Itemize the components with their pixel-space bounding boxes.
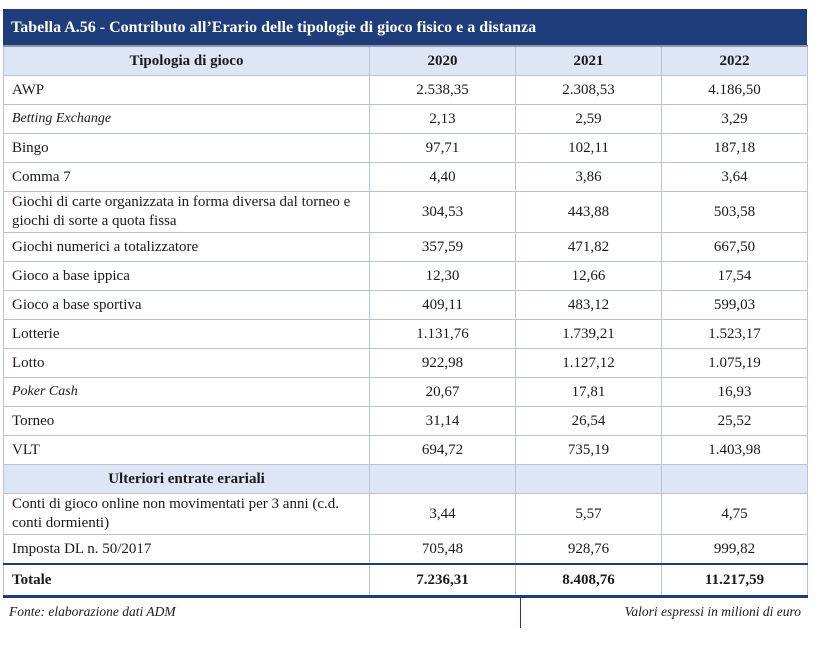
- total-2021: 8.408,76: [515, 563, 662, 598]
- table-row: Lotto 922,98 1.127,12 1.075,19: [3, 348, 808, 378]
- cell-2022: 999,82: [661, 534, 808, 565]
- cell-2022: 4.186,50: [661, 75, 808, 105]
- table-row: Lotterie 1.131,76 1.739,21 1.523,17: [3, 319, 808, 349]
- data-table: Tipologia di gioco 2020 2021 2022 AWP 2.…: [3, 45, 808, 598]
- table-frame: Tabella A.56 - Contributo all’Erario del…: [3, 9, 808, 628]
- cell-2021: 12,66: [515, 261, 662, 291]
- table-row: Conti di gioco online non movimentati pe…: [3, 493, 808, 535]
- cell-2022: 3,64: [661, 162, 808, 192]
- cell-2021: 735,19: [515, 435, 662, 465]
- cell-2022: 4,75: [661, 493, 808, 535]
- cell-2020: 3,44: [369, 493, 516, 535]
- cell-2020: 20,67: [369, 377, 516, 407]
- cell-2020: 2,13: [369, 104, 516, 134]
- row-label: Comma 7: [3, 162, 370, 192]
- section-empty-cell: [369, 464, 516, 494]
- cell-2021: 443,88: [515, 191, 662, 233]
- row-label: Gioco a base ippica: [3, 261, 370, 291]
- table-row: Betting Exchange 2,13 2,59 3,29: [3, 104, 808, 134]
- cell-2020: 304,53: [369, 191, 516, 233]
- row-label: Conti di gioco online non movimentati pe…: [3, 493, 370, 535]
- cell-2020: 357,59: [369, 232, 516, 262]
- row-label: Poker Cash: [3, 377, 370, 407]
- cell-2020: 97,71: [369, 133, 516, 163]
- total-2020: 7.236,31: [369, 563, 516, 598]
- row-label: VLT: [3, 435, 370, 465]
- section-empty-cell: [661, 464, 808, 494]
- cell-2021: 483,12: [515, 290, 662, 320]
- table-footer: Fonte: elaborazione dati ADM Valori espr…: [3, 598, 807, 628]
- row-label: Bingo: [3, 133, 370, 163]
- section-empty-cell: [515, 464, 662, 494]
- cell-2021: 471,82: [515, 232, 662, 262]
- cell-2021: 1.127,12: [515, 348, 662, 378]
- cell-2022: 667,50: [661, 232, 808, 262]
- row-label: Imposta DL n. 50/2017: [3, 534, 370, 565]
- row-label: Giochi numerici a totalizzatore: [3, 232, 370, 262]
- cell-2021: 2.308,53: [515, 75, 662, 105]
- table-row: Giochi di carte organizzata in forma div…: [3, 191, 808, 233]
- cell-2021: 17,81: [515, 377, 662, 407]
- cell-2022: 1.075,19: [661, 348, 808, 378]
- total-row: Totale 7.236,31 8.408,76 11.217,59: [3, 563, 808, 598]
- cell-2020: 31,14: [369, 406, 516, 436]
- cell-2022: 1.523,17: [661, 319, 808, 349]
- cell-2020: 705,48: [369, 534, 516, 565]
- table-row: Giochi numerici a totalizzatore 357,59 4…: [3, 232, 808, 262]
- row-label: Lotterie: [3, 319, 370, 349]
- cell-2021: 5,57: [515, 493, 662, 535]
- row-label: Betting Exchange: [3, 104, 370, 134]
- cell-2021: 3,86: [515, 162, 662, 192]
- row-label: Torneo: [3, 406, 370, 436]
- cell-2022: 16,93: [661, 377, 808, 407]
- table-row: Poker Cash 20,67 17,81 16,93: [3, 377, 808, 407]
- table-row: Gioco a base sportiva 409,11 483,12 599,…: [3, 290, 808, 320]
- row-label: Lotto: [3, 348, 370, 378]
- units-note: Valori espressi in milioni di euro: [624, 604, 801, 619]
- cell-2020: 4,40: [369, 162, 516, 192]
- header-row: Tipologia di gioco 2020 2021 2022: [3, 45, 808, 76]
- table-row: Comma 7 4,40 3,86 3,64: [3, 162, 808, 192]
- cell-2022: 187,18: [661, 133, 808, 163]
- cell-2020: 1.131,76: [369, 319, 516, 349]
- cell-2022: 25,52: [661, 406, 808, 436]
- row-label: Gioco a base sportiva: [3, 290, 370, 320]
- table-row: AWP 2.538,35 2.308,53 4.186,50: [3, 75, 808, 105]
- header-2020: 2020: [369, 45, 516, 76]
- table-row: Bingo 97,71 102,11 187,18: [3, 133, 808, 163]
- cell-2022: 17,54: [661, 261, 808, 291]
- cell-2020: 409,11: [369, 290, 516, 320]
- header-tipologia: Tipologia di gioco: [3, 45, 370, 76]
- cell-2021: 928,76: [515, 534, 662, 565]
- cell-2021: 1.739,21: [515, 319, 662, 349]
- table-title: Tabella A.56 - Contributo all’Erario del…: [3, 9, 807, 45]
- cell-2022: 503,58: [661, 191, 808, 233]
- cell-2020: 2.538,35: [369, 75, 516, 105]
- table-row: Torneo 31,14 26,54 25,52: [3, 406, 808, 436]
- cell-2020: 922,98: [369, 348, 516, 378]
- cell-2021: 26,54: [515, 406, 662, 436]
- cell-2020: 694,72: [369, 435, 516, 465]
- row-label: AWP: [3, 75, 370, 105]
- cell-2022: 1.403,98: [661, 435, 808, 465]
- section-label: Ulteriori entrate erariali: [3, 464, 370, 494]
- cell-2022: 3,29: [661, 104, 808, 134]
- header-2022: 2022: [661, 45, 808, 76]
- total-2022: 11.217,59: [661, 563, 808, 598]
- total-label: Totale: [3, 563, 370, 598]
- table-row: Imposta DL n. 50/2017 705,48 928,76 999,…: [3, 534, 808, 565]
- cell-2021: 2,59: [515, 104, 662, 134]
- cell-2020: 12,30: [369, 261, 516, 291]
- source-note: Fonte: elaborazione dati ADM: [3, 598, 521, 628]
- header-2021: 2021: [515, 45, 662, 76]
- table-row: VLT 694,72 735,19 1.403,98: [3, 435, 808, 465]
- table-row: Gioco a base ippica 12,30 12,66 17,54: [3, 261, 808, 291]
- row-label: Giochi di carte organizzata in forma div…: [3, 191, 370, 233]
- cell-2022: 599,03: [661, 290, 808, 320]
- cell-2021: 102,11: [515, 133, 662, 163]
- section-row: Ulteriori entrate erariali: [3, 464, 808, 494]
